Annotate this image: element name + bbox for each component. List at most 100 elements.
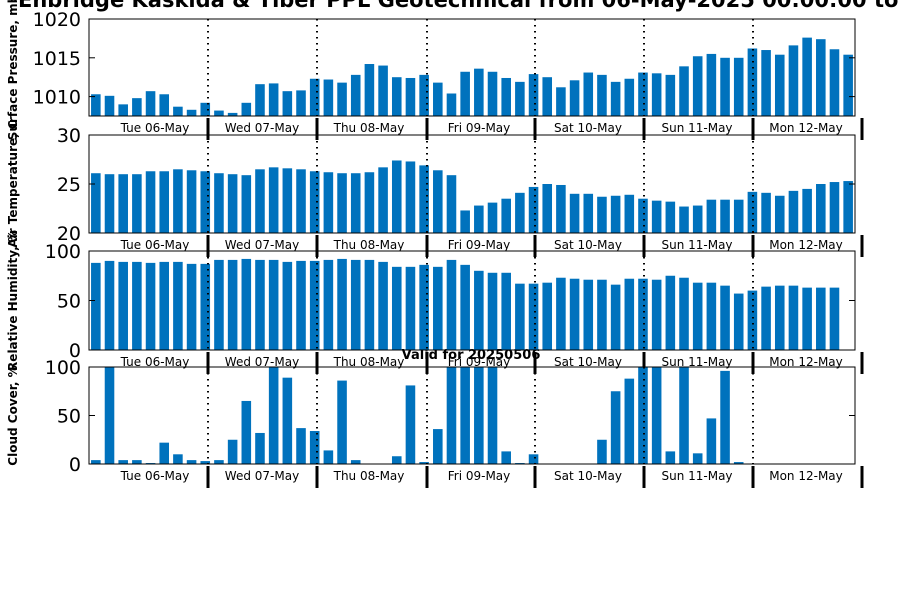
bar	[692, 56, 703, 116]
xtick-label: Tue 06-May	[120, 121, 190, 135]
bar	[829, 182, 840, 233]
xtick-label: Tue 06-May	[120, 355, 190, 369]
bar	[610, 284, 621, 350]
bar	[720, 57, 730, 116]
bar	[282, 168, 293, 233]
bar	[720, 199, 730, 233]
bar	[802, 37, 812, 117]
panel-1: 1010 1015 1020 Surface Pressure, mb Tue 06-M…	[6, 0, 864, 140]
bar	[214, 259, 224, 350]
bar	[802, 188, 812, 233]
bar	[638, 367, 648, 464]
bar	[651, 200, 662, 233]
bar	[843, 181, 853, 233]
bar	[446, 175, 457, 233]
bar	[227, 259, 238, 350]
bar	[474, 205, 484, 233]
bar	[186, 109, 197, 116]
bar	[692, 282, 703, 350]
bar	[597, 196, 607, 233]
xtick-label: Tue 06-May	[120, 469, 190, 483]
bar	[378, 167, 388, 233]
bar	[583, 279, 594, 350]
panels-group: 1010 1015 1020 Surface Pressure, mb Tue 06-M…	[6, 0, 864, 488]
bar	[350, 173, 361, 233]
bar	[624, 278, 635, 350]
bar	[474, 367, 484, 464]
bar	[501, 451, 511, 464]
bar	[405, 266, 416, 350]
bar	[104, 260, 115, 350]
bar	[720, 285, 730, 350]
bar	[556, 184, 566, 233]
bar	[761, 50, 771, 116]
bar	[104, 367, 115, 464]
bar	[186, 170, 197, 233]
bar	[391, 160, 402, 233]
bar	[91, 94, 101, 116]
bar	[227, 112, 238, 116]
bar	[460, 264, 470, 350]
ytick-label: 50	[57, 291, 81, 313]
xtick-label: Thu 08-May	[333, 238, 405, 252]
xtick-label: Mon 12-May	[769, 238, 843, 252]
bar	[665, 275, 676, 350]
bar	[364, 259, 375, 350]
bar	[296, 90, 306, 116]
xtick-label: Wed 07-May	[225, 121, 299, 135]
bar	[528, 283, 539, 350]
bar	[747, 290, 758, 350]
bar	[679, 206, 689, 233]
bar	[173, 261, 183, 350]
xtick-label: Sat 10-May	[554, 238, 622, 252]
bar	[733, 293, 744, 350]
bar	[255, 259, 265, 350]
bar	[323, 259, 334, 350]
bar	[186, 460, 197, 464]
bar	[296, 169, 306, 233]
bar	[118, 460, 128, 464]
bar	[296, 428, 306, 464]
bar	[583, 193, 594, 233]
bar	[282, 261, 293, 350]
bar	[214, 460, 224, 464]
bar	[323, 450, 334, 464]
bar	[91, 262, 101, 350]
bar	[323, 172, 334, 233]
bar	[733, 57, 744, 116]
xtick-label: Wed 07-May	[225, 355, 299, 369]
bar	[132, 460, 142, 464]
xtick-label: Mon 12-May	[769, 121, 843, 135]
bar	[816, 184, 826, 233]
bar	[241, 102, 252, 116]
panel-2: 20 25 30 Air Temperature, C Tue 06-May Wed 07…	[6, 120, 864, 257]
bar	[638, 278, 648, 350]
bar	[788, 190, 799, 233]
bar	[774, 195, 785, 233]
bar	[91, 460, 101, 464]
bar	[665, 74, 676, 116]
bar	[255, 432, 265, 464]
bar	[214, 173, 224, 233]
bar	[487, 202, 498, 233]
xtick-label: Wed 07-May	[225, 238, 299, 252]
bar	[487, 367, 498, 464]
bar	[405, 385, 416, 464]
ytick-label: 100	[45, 241, 81, 263]
bar	[501, 198, 511, 233]
bar	[337, 258, 347, 350]
bar	[542, 77, 553, 116]
xtick-label: Sun 11-May	[661, 121, 732, 135]
bar	[145, 171, 156, 233]
bar	[679, 66, 689, 116]
bar	[556, 87, 566, 116]
bar	[474, 68, 484, 116]
bar	[597, 279, 607, 350]
bar	[460, 210, 470, 233]
bar	[446, 367, 457, 464]
bar	[241, 400, 252, 464]
bar	[679, 277, 689, 350]
bar	[104, 95, 115, 116]
bar	[405, 77, 416, 116]
